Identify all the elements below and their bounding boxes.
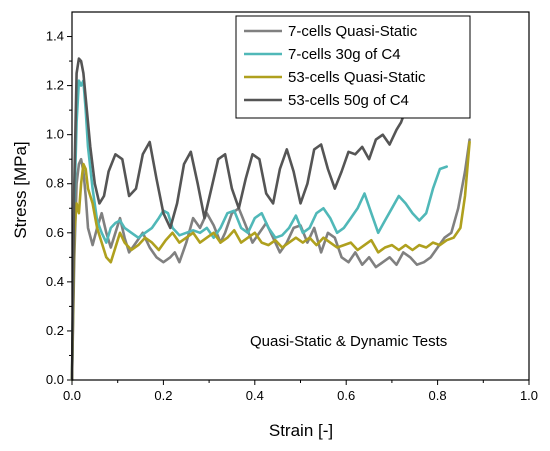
x-tick-label: 0.4 bbox=[246, 388, 264, 403]
x-axis-title: Strain [-] bbox=[269, 421, 333, 440]
x-tick-label: 0.2 bbox=[154, 388, 172, 403]
y-tick-label: 1.2 bbox=[46, 78, 64, 93]
legend: 7-cells Quasi-Static 7-cells 30g of C4 53-… bbox=[235, 15, 471, 119]
x-tick-label: 1.0 bbox=[520, 388, 538, 403]
axis-ticks: 0.0 0.2 0.4 0.6 0.8 1.0 1.2 1.4 0.0 0.2 0.4 0.6 0.8 1… bbox=[46, 29, 538, 403]
y-axis-title: Stress [MPa] bbox=[11, 141, 30, 238]
y-tick-label: 1.4 bbox=[46, 29, 64, 44]
series-line-3 bbox=[70, 140, 471, 382]
legend-label-1: 7-cells Quasi-Static bbox=[288, 23, 418, 40]
series-line-4 bbox=[70, 57, 407, 382]
y-tick-label: 0.2 bbox=[46, 323, 64, 338]
legend-label-4: 53-cells 50g of C4 bbox=[288, 92, 409, 109]
legend-label-3: 53-cells Quasi-Static bbox=[288, 69, 426, 86]
legend-label-2: 7-cells 30g of C4 bbox=[288, 46, 401, 63]
series-line-2 bbox=[70, 79, 448, 382]
series-layer bbox=[70, 57, 471, 382]
series-line-1 bbox=[70, 138, 471, 382]
y-tick-label: 0.4 bbox=[46, 274, 64, 289]
y-tick-label: 0.0 bbox=[46, 372, 64, 387]
y-tick-label: 0.8 bbox=[46, 176, 64, 191]
annotation-text: Quasi-Static & Dynamic Tests bbox=[250, 333, 447, 350]
y-tick-label: 1.0 bbox=[46, 127, 64, 142]
plot-frame bbox=[71, 11, 530, 381]
x-tick-label: 0.6 bbox=[337, 388, 355, 403]
y-tick-label: 0.6 bbox=[46, 225, 64, 240]
x-tick-label: 0.8 bbox=[429, 388, 447, 403]
x-tick-label: 0.0 bbox=[63, 388, 81, 403]
